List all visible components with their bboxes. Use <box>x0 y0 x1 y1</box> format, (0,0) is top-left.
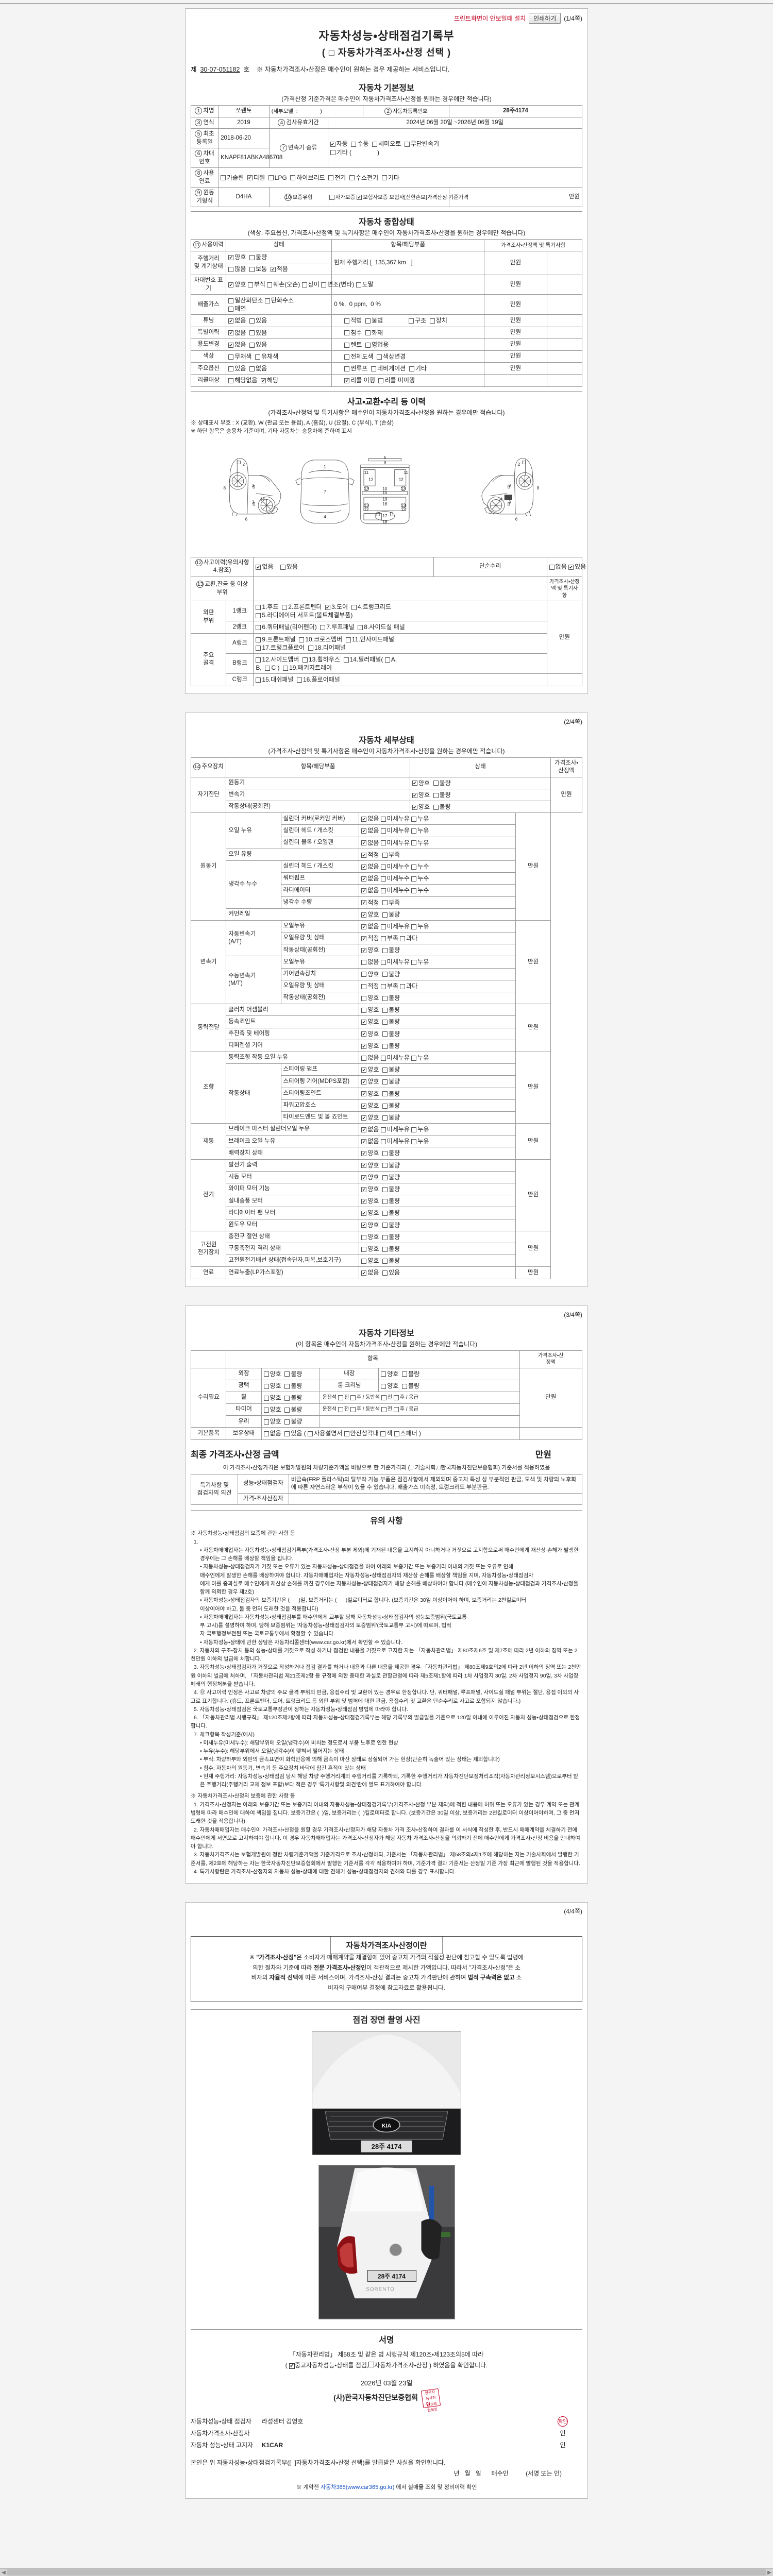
svg-text:9: 9 <box>384 460 386 465</box>
svg-text:3: 3 <box>252 483 255 488</box>
svg-text:11: 11 <box>404 470 408 474</box>
svg-text:3: 3 <box>509 500 511 504</box>
svg-text:2: 2 <box>518 462 520 467</box>
svg-text:12: 12 <box>368 477 374 482</box>
svg-text:13: 13 <box>364 486 369 491</box>
svg-text:14: 14 <box>260 497 265 501</box>
svg-text:3: 3 <box>252 500 255 504</box>
svg-text:3: 3 <box>509 483 511 488</box>
svg-text:SORENTO: SORENTO <box>366 2287 395 2293</box>
svg-text:28주 4174: 28주 4174 <box>372 2143 402 2150</box>
svg-text:17: 17 <box>382 514 388 518</box>
svg-text:2: 2 <box>243 462 245 467</box>
svg-text:19: 19 <box>382 497 388 501</box>
svg-text:W: W <box>528 496 531 500</box>
svg-text:12: 12 <box>401 507 406 512</box>
svg-text:14: 14 <box>498 497 503 501</box>
svg-text:18: 18 <box>382 519 388 524</box>
svg-text:6: 6 <box>515 517 518 521</box>
svg-text:15: 15 <box>382 490 388 495</box>
svg-text:28주 4174: 28주 4174 <box>377 2273 405 2280</box>
svg-text:11: 11 <box>364 470 369 474</box>
svg-text:5: 5 <box>384 455 386 460</box>
svg-text:1: 1 <box>324 464 326 469</box>
svg-text:12: 12 <box>364 507 369 512</box>
svg-text:7: 7 <box>324 489 326 494</box>
svg-text:8: 8 <box>537 486 540 490</box>
svg-text:16: 16 <box>382 501 388 506</box>
svg-text:4: 4 <box>324 515 326 519</box>
svg-text:12: 12 <box>399 477 404 482</box>
svg-text:KIA: KIA <box>382 2123 392 2129</box>
svg-text:13: 13 <box>401 486 406 491</box>
svg-text:8: 8 <box>223 486 226 490</box>
svg-text:6: 6 <box>245 517 248 521</box>
